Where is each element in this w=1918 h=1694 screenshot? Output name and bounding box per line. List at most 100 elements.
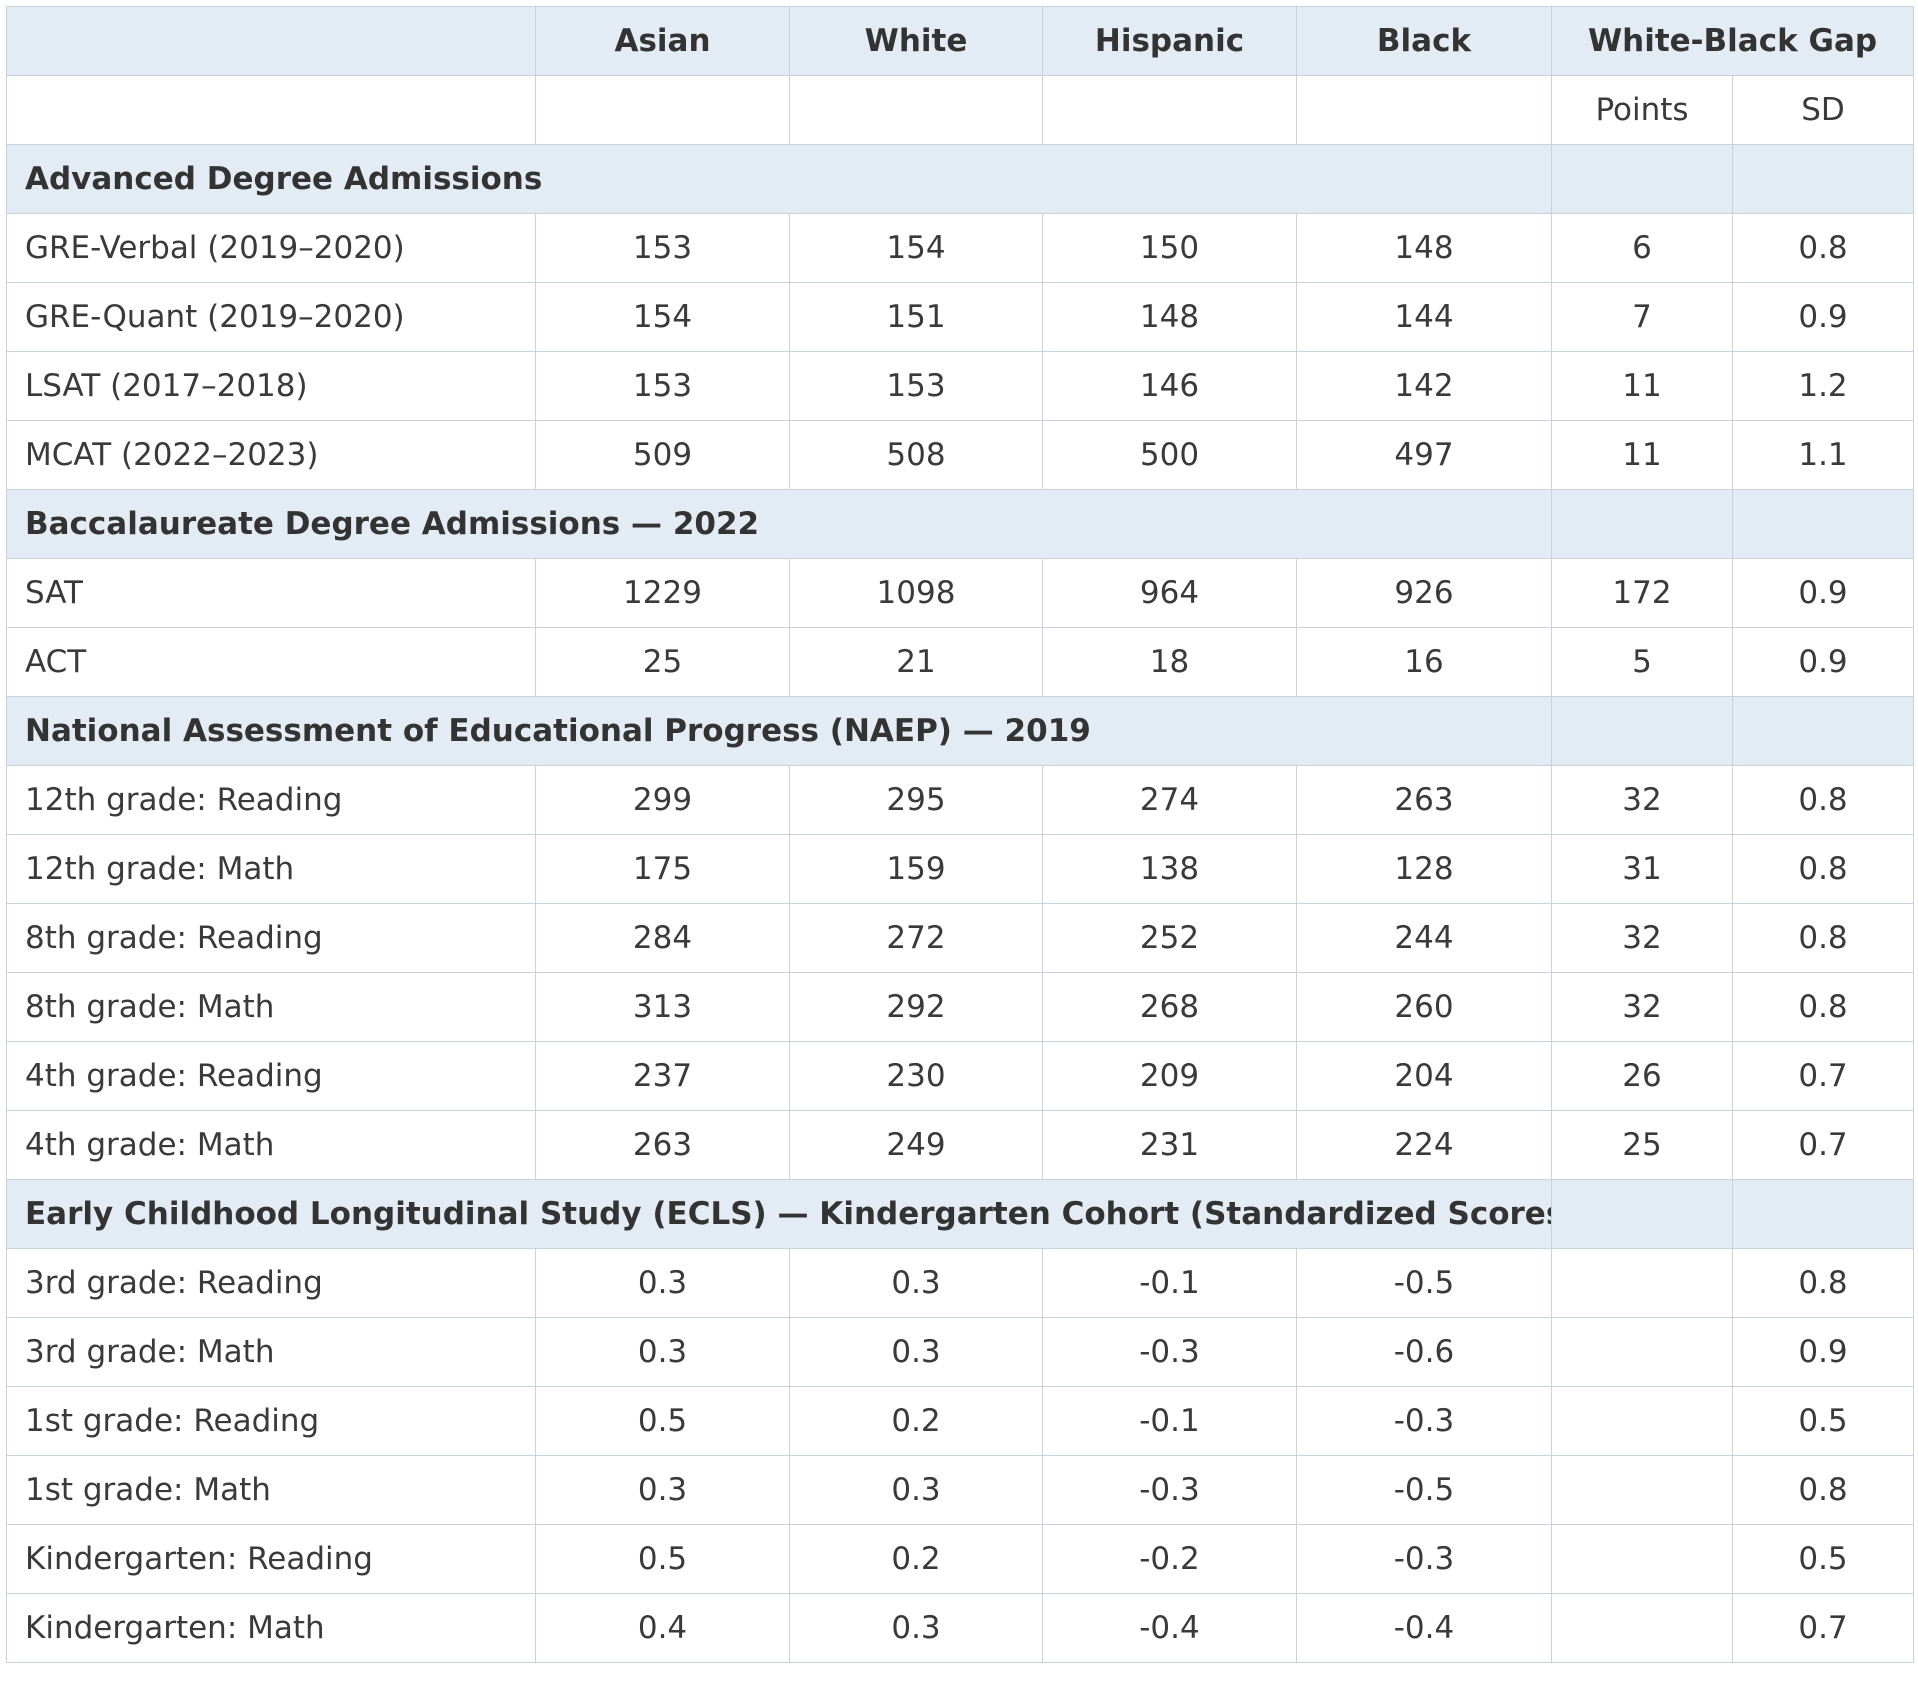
score-cell: -0.1 [1042, 1248, 1297, 1318]
score-cell: 0.5 [535, 1524, 790, 1594]
score-cell: 500 [1042, 420, 1297, 490]
score-cell: 1229 [535, 558, 790, 628]
row-label: 1st grade: Math [6, 1455, 536, 1525]
score-cell: 0.3 [789, 1593, 1043, 1663]
row-label: 1st grade: Reading [6, 1386, 536, 1456]
empty-cell [1551, 489, 1733, 559]
data-row: 12th grade: Math 175 159 138 128 31 0.8 [6, 834, 1914, 904]
empty-cell [1551, 696, 1733, 766]
row-label: 8th grade: Reading [6, 903, 536, 973]
data-row: Kindergarten: Reading 0.5 0.2 -0.2 -0.3 0.5 [6, 1524, 1914, 1594]
subheader-row: Points SD [6, 75, 1914, 145]
score-cell: 16 [1296, 627, 1552, 697]
score-cell: -0.4 [1296, 1593, 1552, 1663]
subcolumn-header: Points [1551, 75, 1733, 145]
row-label: 12th grade: Math [6, 834, 536, 904]
section-row: Baccalaureate Degree Admissions — 2022 [6, 489, 1914, 559]
score-cell: -0.4 [1042, 1593, 1297, 1663]
column-header: Hispanic [1042, 6, 1297, 76]
gap-points: 11 [1551, 420, 1733, 490]
score-cell: -0.3 [1042, 1455, 1297, 1525]
score-cell: 148 [1042, 282, 1297, 352]
gap-sd: 0.7 [1732, 1041, 1914, 1111]
score-cell: 0.3 [535, 1248, 790, 1318]
score-cell: 0.4 [535, 1593, 790, 1663]
gap-sd: 0.8 [1732, 972, 1914, 1042]
score-cell: 1098 [789, 558, 1043, 628]
data-row: SAT 1229 1098 964 926 172 0.9 [6, 558, 1914, 628]
row-label: 3rd grade: Math [6, 1317, 536, 1387]
empty-cell [1732, 144, 1914, 214]
section-title: National Assessment of Educational Progr… [6, 696, 1552, 766]
data-row: 3rd grade: Math 0.3 0.3 -0.3 -0.6 0.9 [6, 1317, 1914, 1387]
gap-sd: 0.8 [1732, 1248, 1914, 1318]
data-row: 1st grade: Reading 0.5 0.2 -0.1 -0.3 0.5 [6, 1386, 1914, 1456]
row-label: 12th grade: Reading [6, 765, 536, 835]
score-cell: 926 [1296, 558, 1552, 628]
section-title: Early Childhood Longitudinal Study (ECLS… [6, 1179, 1552, 1249]
gap-points: 25 [1551, 1110, 1733, 1180]
gap-points: 31 [1551, 834, 1733, 904]
header-row: Asian White Hispanic Black White-Black Gap [6, 6, 1914, 76]
row-label: 4th grade: Math [6, 1110, 536, 1180]
score-cell: 21 [789, 627, 1043, 697]
empty-cell [1732, 489, 1914, 559]
gap-sd: 0.8 [1732, 834, 1914, 904]
score-cell: 497 [1296, 420, 1552, 490]
section-title: Advanced Degree Admissions [6, 144, 1552, 214]
section-row: National Assessment of Educational Progr… [6, 696, 1914, 766]
gap-points: 11 [1551, 351, 1733, 421]
column-header: Asian [535, 6, 790, 76]
score-cell: -0.6 [1296, 1317, 1552, 1387]
row-label: GRE-Verbal (2019–2020) [6, 213, 536, 283]
score-cell: -0.2 [1042, 1524, 1297, 1594]
score-cell: 150 [1042, 213, 1297, 283]
score-cell: 231 [1042, 1110, 1297, 1180]
score-cell: 144 [1296, 282, 1552, 352]
gap-points: 26 [1551, 1041, 1733, 1111]
row-label: 3rd grade: Reading [6, 1248, 536, 1318]
score-cell: 0.3 [789, 1317, 1043, 1387]
empty-cell [1551, 1455, 1733, 1525]
empty-cell [1732, 696, 1914, 766]
data-row: 12th grade: Reading 299 295 274 263 32 0.8 [6, 765, 1914, 835]
score-cell: 237 [535, 1041, 790, 1111]
score-cell: 268 [1042, 972, 1297, 1042]
score-cell: 299 [535, 765, 790, 835]
gap-points: 32 [1551, 903, 1733, 973]
score-cell: 313 [535, 972, 790, 1042]
empty-cell [535, 75, 790, 145]
score-cell: 509 [535, 420, 790, 490]
gap-points: 32 [1551, 972, 1733, 1042]
subcolumn-header: SD [1732, 75, 1914, 145]
score-cell: 252 [1042, 903, 1297, 973]
column-header: White [789, 6, 1043, 76]
row-label: Kindergarten: Math [6, 1593, 536, 1663]
score-cell: -0.3 [1296, 1524, 1552, 1594]
score-cell: 25 [535, 627, 790, 697]
empty-cell [1551, 1386, 1733, 1456]
score-cell: 154 [535, 282, 790, 352]
row-label: Kindergarten: Reading [6, 1524, 536, 1594]
row-label: MCAT (2022–2023) [6, 420, 536, 490]
score-cell: 284 [535, 903, 790, 973]
row-label: SAT [6, 558, 536, 628]
column-header: Black [1296, 6, 1552, 76]
data-row: 1st grade: Math 0.3 0.3 -0.3 -0.5 0.8 [6, 1455, 1914, 1525]
score-cell: 0.3 [789, 1455, 1043, 1525]
empty-cell [1551, 1179, 1733, 1249]
data-row: 4th grade: Math 263 249 231 224 25 0.7 [6, 1110, 1914, 1180]
table-body: Asian White Hispanic Black White-Black Gap Po… [6, 6, 1914, 1663]
score-cell: 274 [1042, 765, 1297, 835]
score-cell: 153 [535, 213, 790, 283]
score-cell: 0.3 [535, 1455, 790, 1525]
gap-sd: 1.1 [1732, 420, 1914, 490]
header-cell [6, 6, 536, 76]
gap-points: 5 [1551, 627, 1733, 697]
gap-sd: 0.9 [1732, 1317, 1914, 1387]
empty-cell [1296, 75, 1552, 145]
data-row: MCAT (2022–2023) 509 508 500 497 11 1.1 [6, 420, 1914, 490]
score-cell: 249 [789, 1110, 1043, 1180]
gap-sd: 0.5 [1732, 1524, 1914, 1594]
